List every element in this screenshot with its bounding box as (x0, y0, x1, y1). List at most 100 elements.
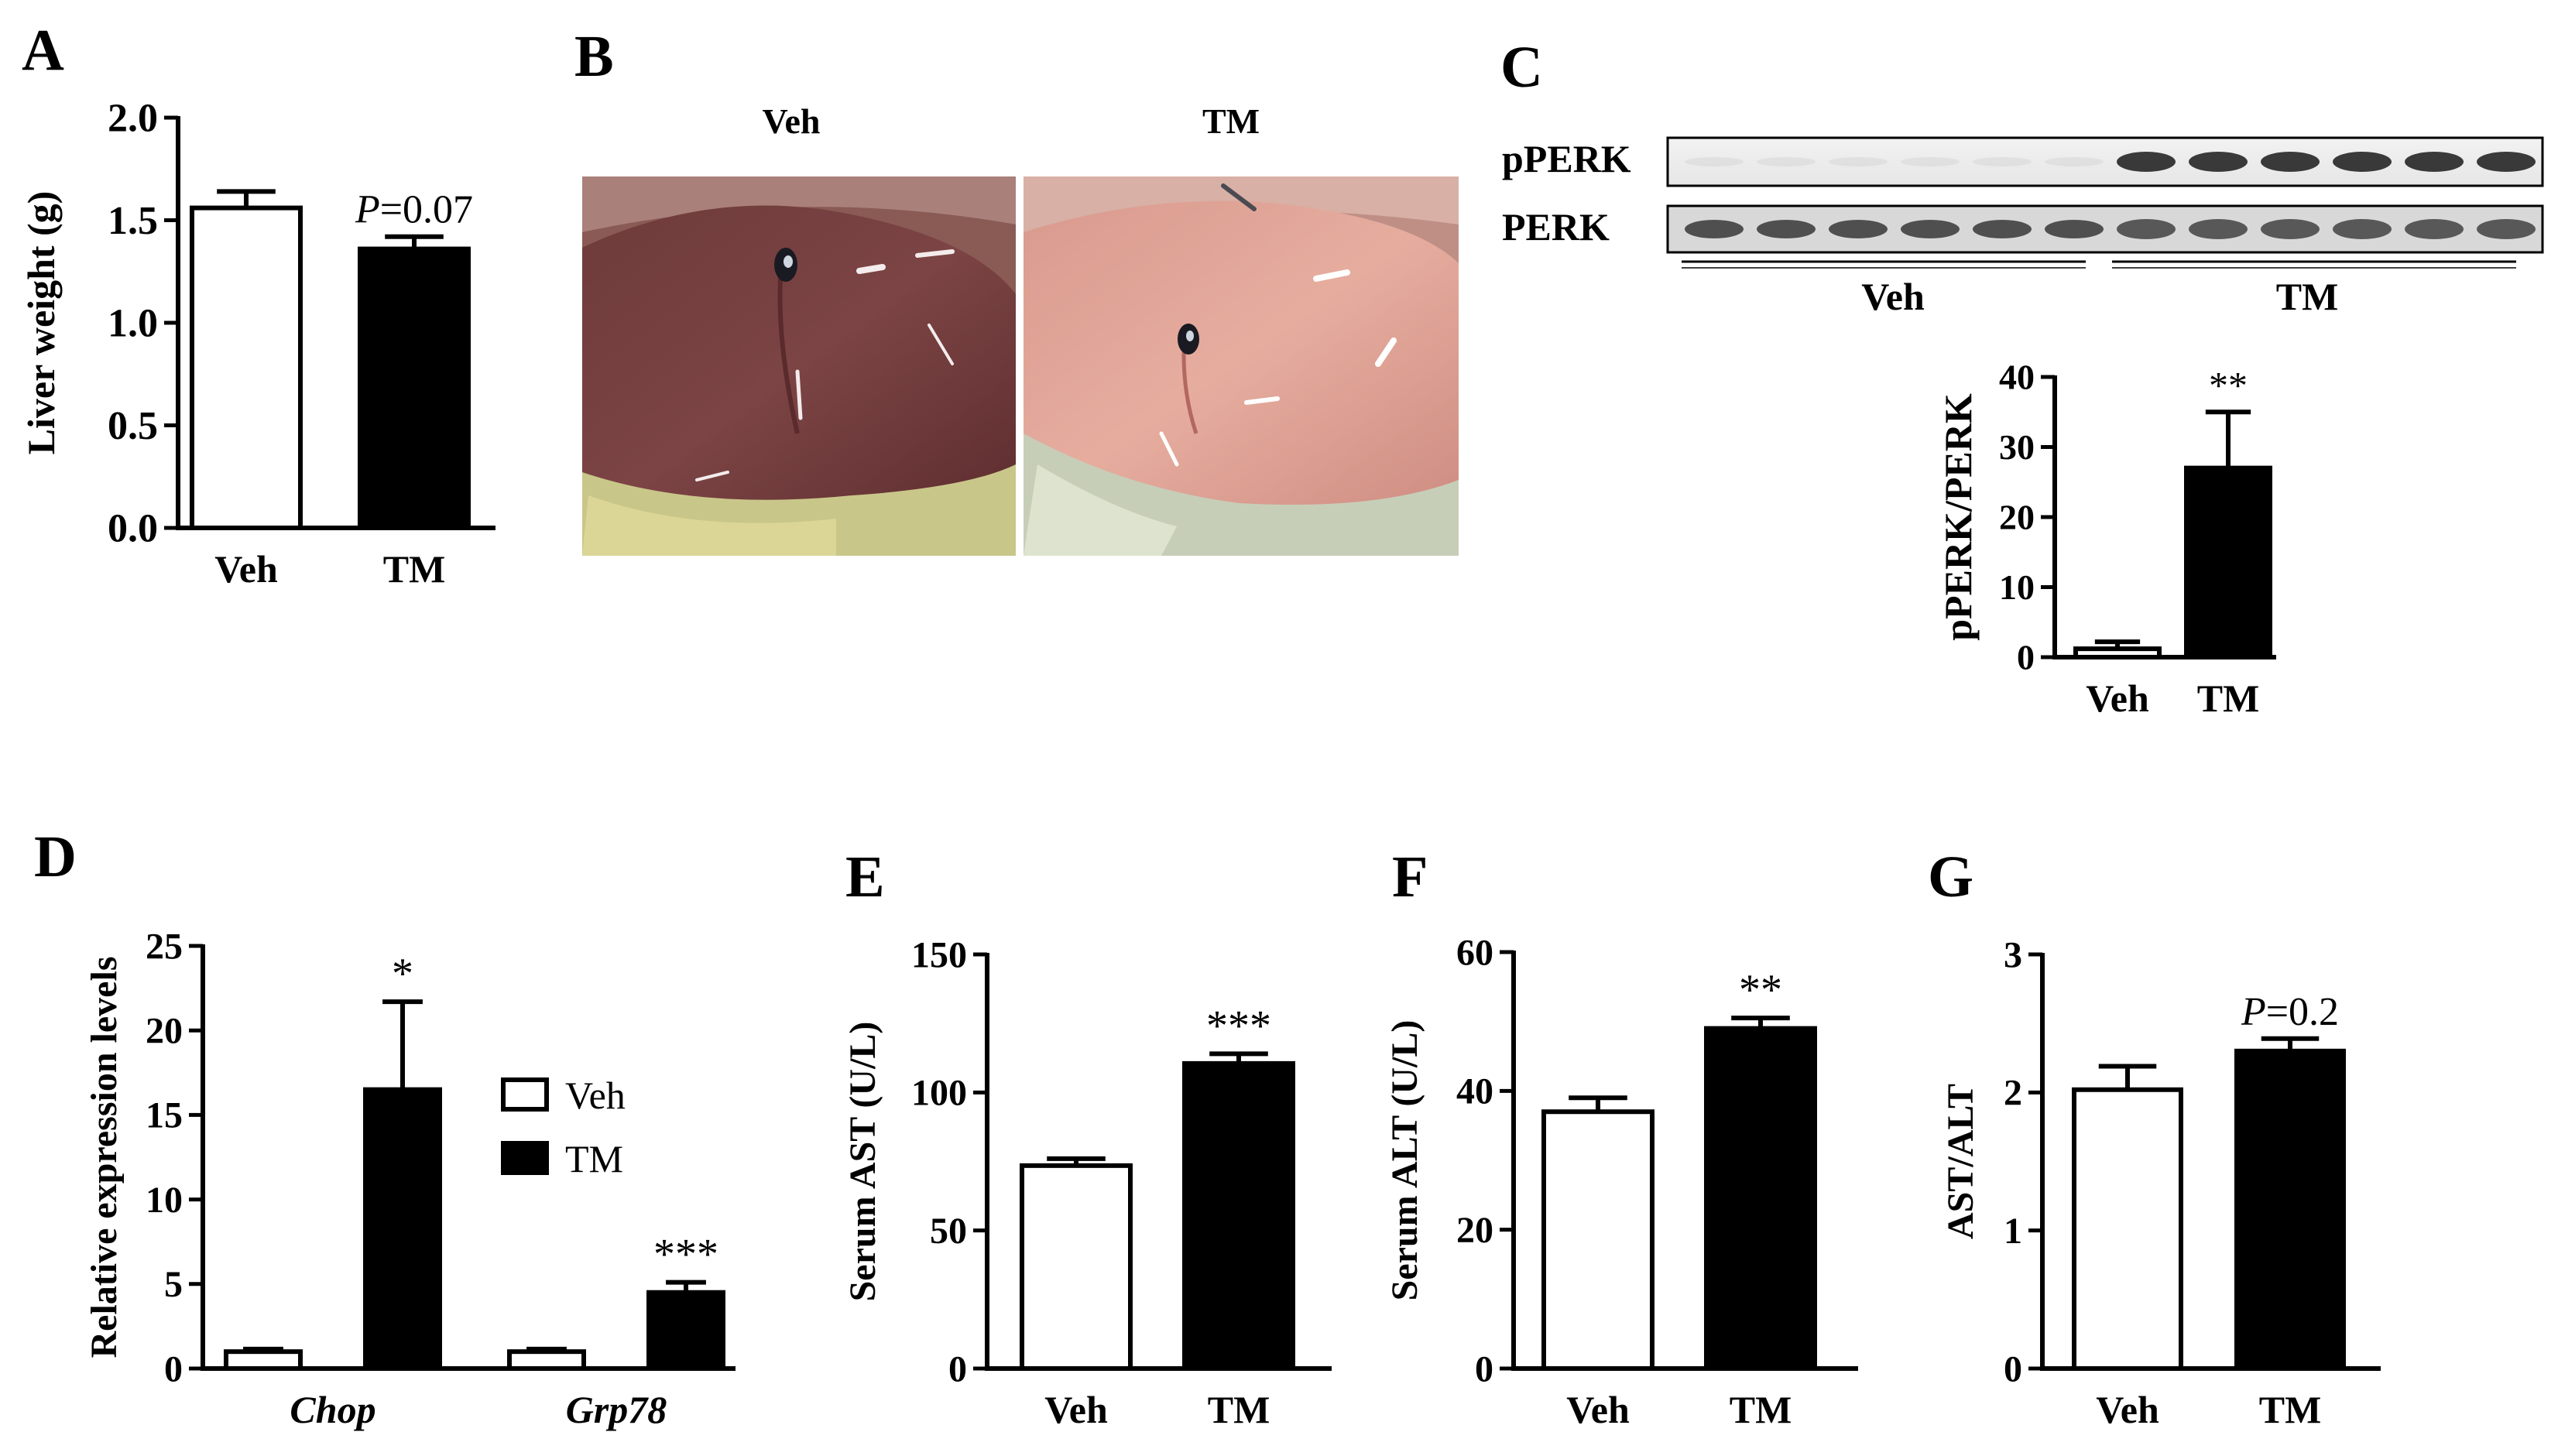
y-tick-label: 25 (146, 926, 183, 967)
x-tick-label: Veh (2096, 1388, 2159, 1431)
bar (1182, 1060, 1295, 1371)
y-tick-label: 0.0 (108, 507, 158, 551)
blot-band (1757, 157, 1816, 166)
blot-band (2261, 219, 2320, 239)
bar-chart-d: 0 5 10 15 20 25 Relative expression levels Chop… (84, 926, 736, 1431)
bar (224, 1349, 303, 1372)
bar-chart-g: 0 1 2 3 AST/ALT Veh TM P=0.2 (1940, 934, 2381, 1431)
blot-band (1901, 157, 1960, 166)
significance-label: * (392, 950, 413, 998)
panel-letter-e: E (845, 844, 885, 910)
y-tick-label: 0 (1475, 1348, 1493, 1389)
legend-label-veh: Veh (565, 1074, 626, 1117)
x-tick-label: Veh (1566, 1388, 1630, 1431)
y-tick-label: 150 (911, 934, 967, 975)
photo-label-tm: TM (1202, 101, 1260, 141)
panel-letter-g: G (1928, 844, 1973, 910)
y-tick-label: 20 (146, 1011, 183, 1052)
blot-bands-perk (1685, 219, 2536, 239)
x-tick-label: Grp78 (566, 1388, 667, 1431)
panel-letter-d: D (34, 824, 77, 889)
blot-band (2189, 152, 2248, 172)
blot-band (1829, 220, 1888, 238)
panel-letter-f: F (1392, 844, 1428, 910)
liver-photo-veh (582, 176, 1016, 556)
y-tick-label: 0 (2017, 638, 2035, 677)
legend-swatch-tm (501, 1141, 549, 1175)
y-tick-label: 0 (164, 1348, 183, 1389)
blot-band (2117, 152, 2176, 172)
x-tick-label: Veh (2086, 677, 2149, 720)
y-tick-label: 15 (146, 1095, 183, 1136)
blot-strip-perk (1666, 204, 2544, 254)
bar (646, 1290, 725, 1371)
y-tick-label: 0 (948, 1348, 967, 1389)
blot-band (2045, 157, 2104, 166)
blot-group-label-veh: Veh (1861, 275, 1925, 318)
bar (1704, 1026, 1817, 1371)
legend-d: Veh TM (501, 1074, 626, 1180)
blot-label-pperk: pPERK (1502, 137, 1631, 180)
x-tick-label: Veh (214, 547, 278, 591)
blot-bands-pperk (1685, 152, 2536, 172)
significance-label: P=0.2 (2241, 990, 2339, 1034)
bar-chart-f: 0 20 40 60 Serum ALT (U/L) Veh TM ** (1384, 932, 1858, 1431)
y-tick-label: 0 (2004, 1348, 2022, 1389)
bar-chart-c: 0 10 20 30 40 pPERK/PERK Veh TM ** (1936, 358, 2276, 720)
legend-label-tm: TM (565, 1137, 623, 1180)
y-axis-label: AST/ALT (1940, 1084, 1981, 1239)
y-tick-label: 100 (911, 1073, 967, 1114)
y-axis-label: Serum AST (U/L) (842, 1022, 883, 1302)
y-tick-label: 10 (146, 1180, 183, 1221)
panel-letter-b: B (574, 24, 614, 89)
y-axis-label: pPERK/PERK (1936, 393, 1980, 641)
blot-band (2189, 219, 2248, 239)
bar (190, 205, 303, 530)
bar (2072, 1087, 2183, 1372)
y-tick-label: 1.5 (108, 199, 158, 243)
y-tick-label: 2 (2004, 1073, 2022, 1114)
photo-label-veh: Veh (763, 101, 821, 141)
blot-band (1973, 157, 2032, 166)
blot-band (1829, 157, 1888, 166)
panel-letter-a: A (22, 18, 64, 83)
x-tick-label: Chop (290, 1388, 375, 1431)
blot-band (2045, 220, 2104, 238)
y-tick-label: 20 (1456, 1210, 1493, 1251)
bar (358, 246, 471, 530)
y-tick-label: 2.0 (108, 97, 158, 141)
blot-band (2333, 219, 2392, 239)
y-tick-label: 3 (2004, 934, 2022, 975)
bar (2184, 465, 2272, 660)
bar (507, 1349, 586, 1372)
blot-band (2477, 219, 2536, 239)
x-tick-label: TM (1208, 1388, 1270, 1431)
y-tick-label: 1.0 (108, 302, 158, 346)
significance-label: *** (1206, 1002, 1271, 1050)
significance-label: ** (1739, 966, 1782, 1014)
blot-band (2405, 219, 2464, 239)
y-tick-label: 5 (164, 1264, 183, 1305)
western-blot: pPERK PERK Veh TM (1502, 136, 2544, 318)
blot-label-perk: PERK (1502, 205, 1610, 248)
x-tick-label: TM (2197, 677, 2260, 720)
x-tick-label: TM (383, 547, 446, 591)
y-axis-label: Serum ALT (U/L) (1384, 1020, 1425, 1301)
blot-band (2477, 152, 2536, 172)
y-tick-label: 30 (1999, 427, 2035, 467)
y-tick-label: 50 (930, 1211, 967, 1252)
y-tick-label: 40 (1456, 1071, 1493, 1112)
blot-band (2333, 152, 2392, 172)
liver-photo-tm (1024, 176, 1459, 556)
x-tick-label: Veh (1044, 1388, 1108, 1431)
liver-photos: Veh TM (582, 101, 1459, 556)
legend-swatch-veh (501, 1077, 549, 1112)
y-tick-label: 10 (1999, 567, 2035, 607)
x-tick-label: TM (1730, 1388, 1792, 1431)
blot-band (1685, 157, 1744, 166)
y-tick-label: 20 (1999, 498, 2035, 537)
blot-band (2117, 219, 2176, 239)
y-tick-label: 60 (1456, 932, 1493, 973)
bar (1020, 1163, 1133, 1371)
